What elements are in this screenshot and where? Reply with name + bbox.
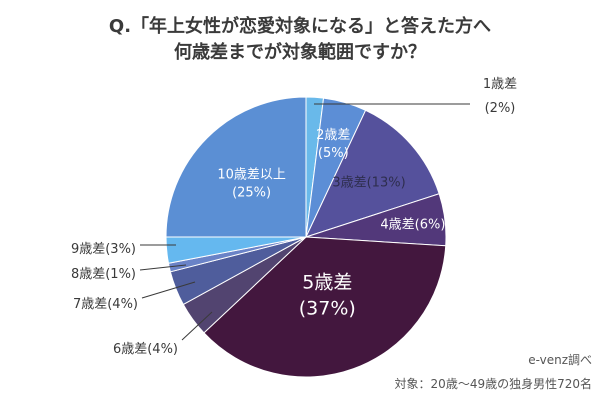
- slice-label: 10歳差以上: [217, 168, 286, 183]
- slice-value-label: (25%): [232, 186, 271, 201]
- pie-slice: [165, 96, 307, 238]
- leader-line: [181, 311, 213, 341]
- pie-slice: [305, 109, 440, 238]
- slice-label: 5歳差: [302, 271, 352, 293]
- slice-label: 4歳差(6%): [380, 218, 445, 233]
- subject-note: 対象：20歳〜49歳の独身男性720名: [395, 376, 592, 391]
- leader-line: [141, 281, 196, 299]
- slice-label: 6歳差(4%): [113, 342, 178, 357]
- slice-value-label: (2%): [485, 101, 516, 116]
- slice-label: 1歳差: [483, 77, 517, 92]
- slice-label: 3歳差(13%): [332, 175, 405, 190]
- chart-title-line-1: Q.「年上女性が恋愛対象になる」と答えた方へ: [109, 15, 491, 37]
- slice-value-label: (37%): [299, 297, 356, 319]
- slice-label: 2歳差: [316, 128, 350, 143]
- pie-slice: [203, 236, 447, 378]
- pie-slices: [165, 96, 447, 378]
- leader-line: [139, 264, 187, 271]
- pie-labels: 1歳差 (2%) 2歳差 (5%) 3歳差(13%) 4歳差(6%) 5歳差 (37%) 6歳差…: [71, 77, 517, 357]
- source-note: e-venz調べ: [528, 353, 592, 367]
- chart-title-line-2: 何歳差までが対象範囲ですか？: [174, 41, 426, 63]
- slice-label: 9歳差(3%): [71, 242, 136, 257]
- slice-label: 7歳差(4%): [73, 297, 138, 312]
- slice-label: 8歳差(1%): [71, 267, 136, 282]
- slice-value-label: (5%): [318, 146, 349, 161]
